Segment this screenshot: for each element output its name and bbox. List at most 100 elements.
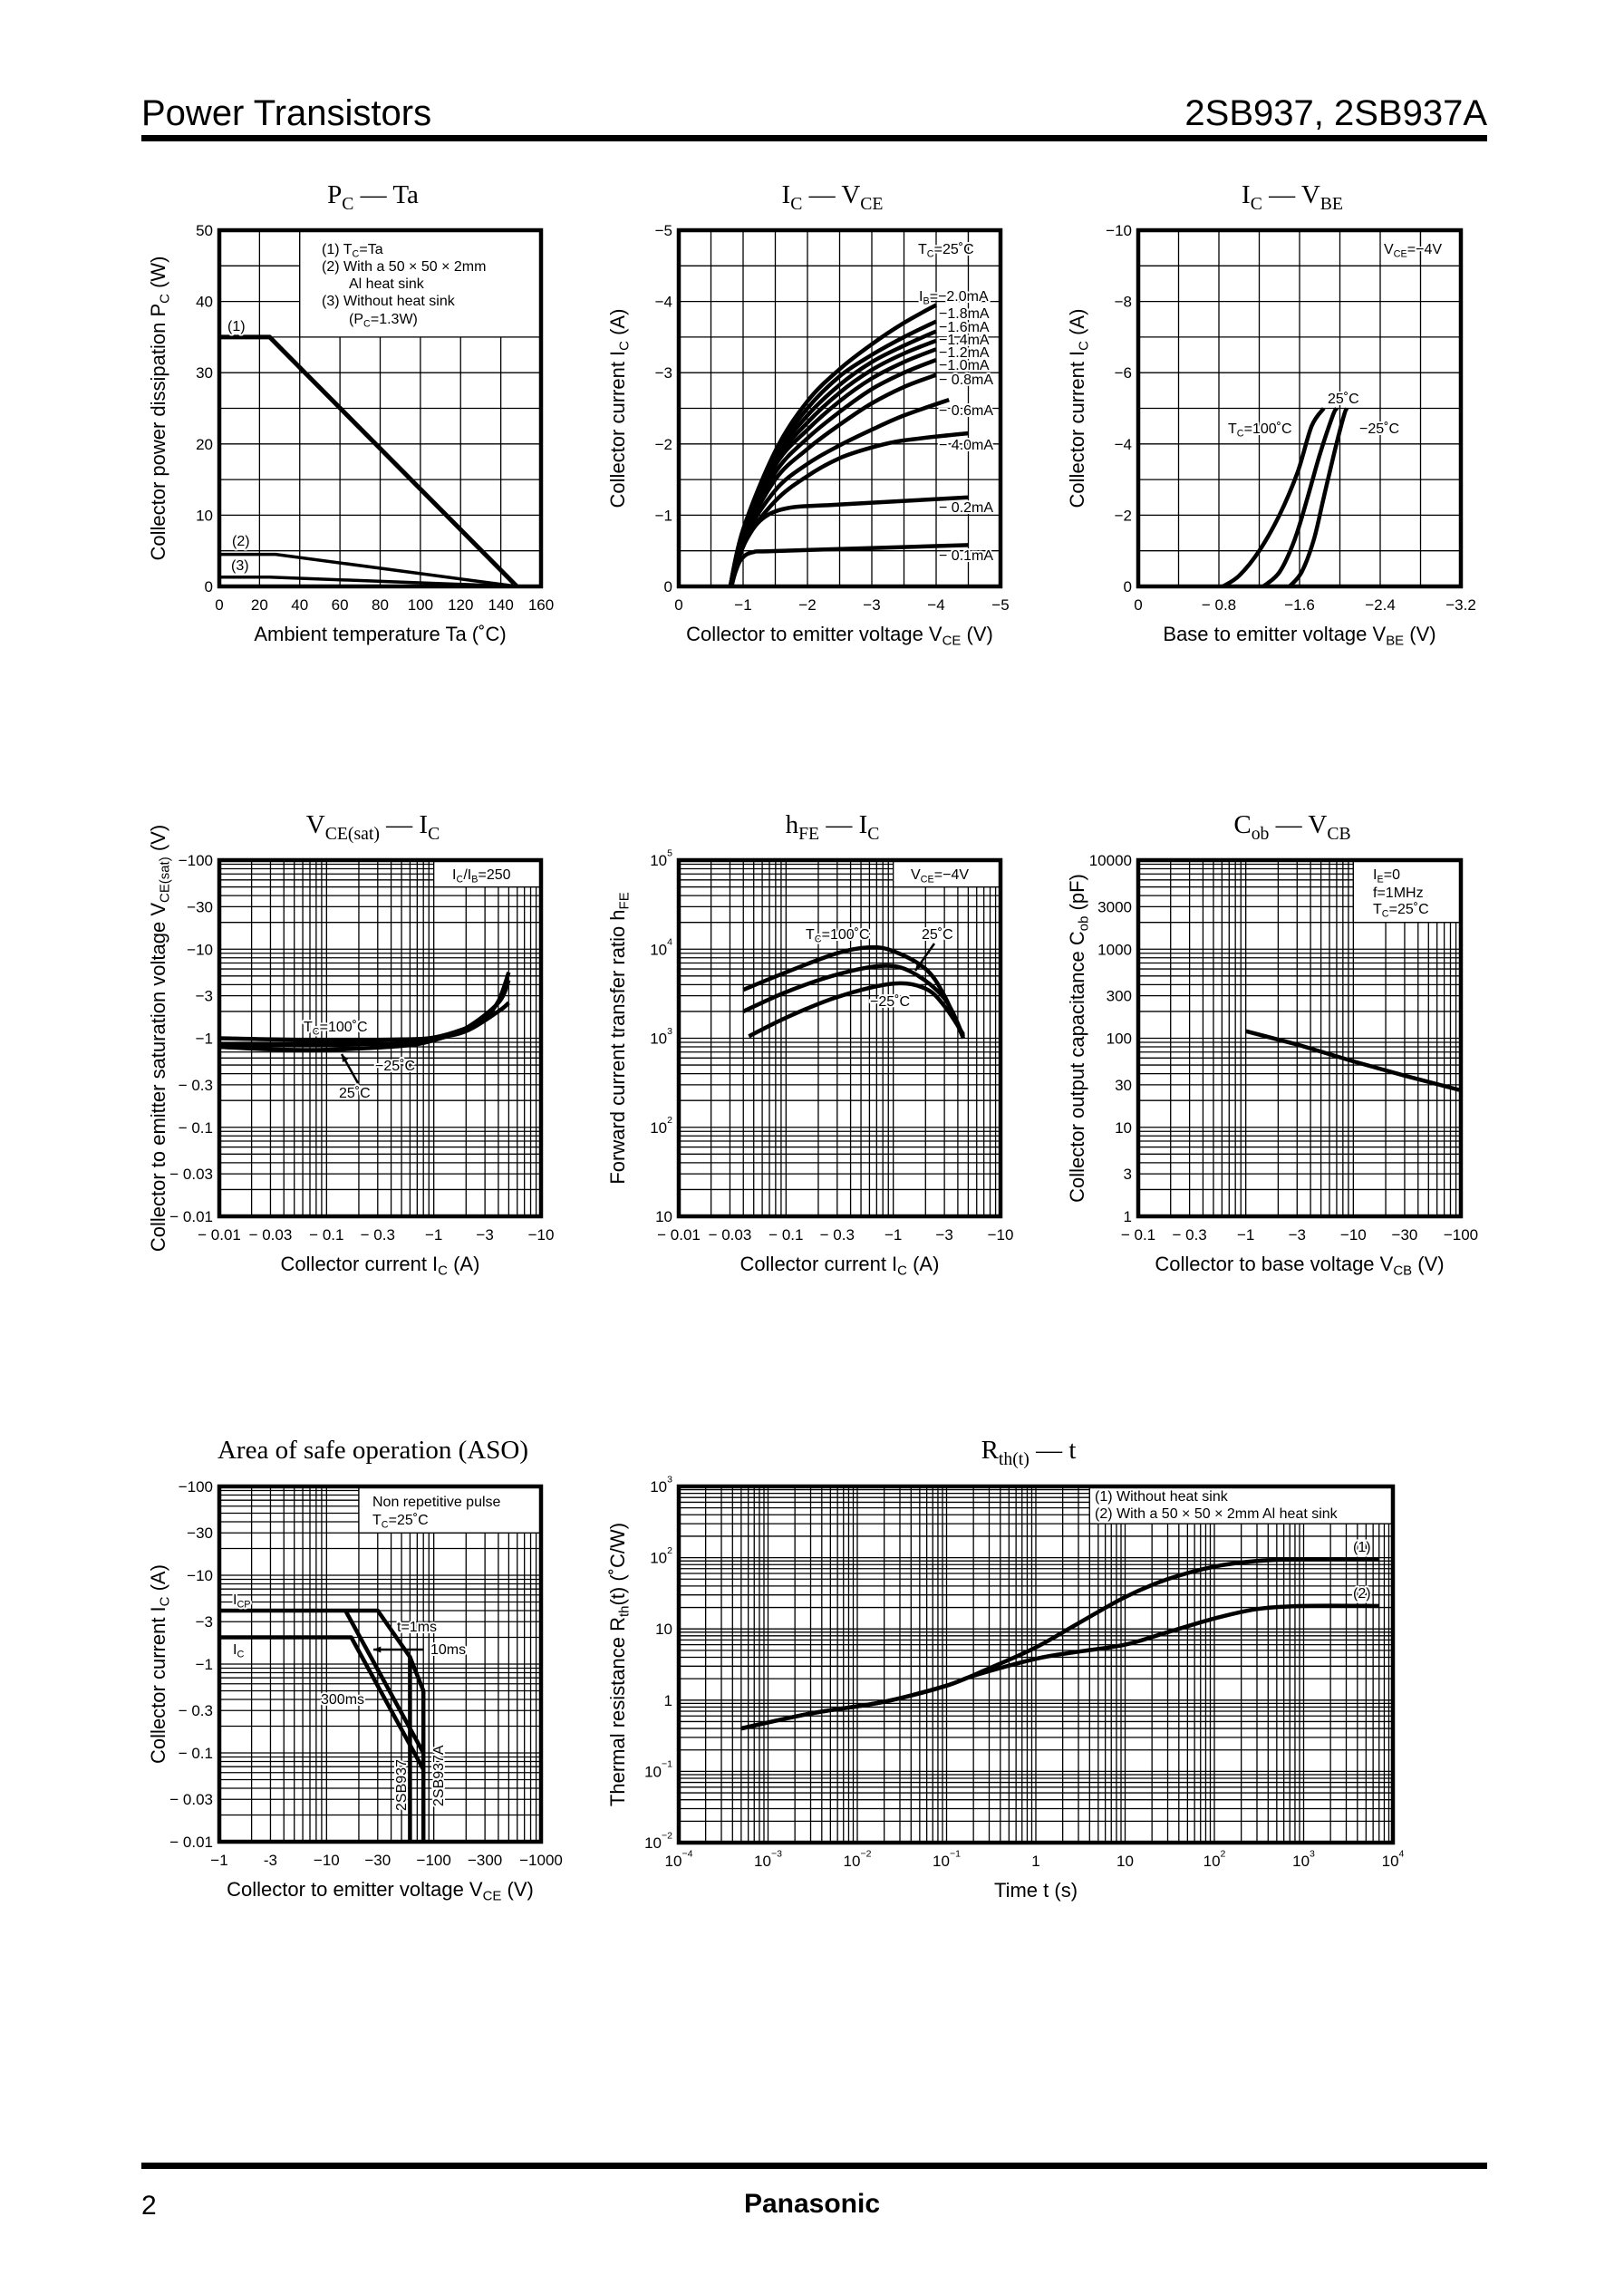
series-label: TC=100˚C bbox=[806, 927, 870, 945]
plot-frame bbox=[1136, 857, 1464, 1219]
chart-vcesat-ic: VCE(sat) — IC − 0.01 − 0.03 − 0.1 − 0.3 −1 −3 −… bbox=[147, 810, 555, 1278]
y-tick-label: 20 bbox=[196, 435, 213, 452]
chart-title: Rth(t) — t bbox=[981, 1436, 1077, 1469]
x-tick-label: −10 bbox=[314, 1852, 340, 1869]
y-tick-label: 30 bbox=[196, 364, 213, 382]
series-label: (1) bbox=[227, 319, 246, 334]
chart-pc-ta: PC — Ta 0 20 40 60 80 100 120 140 160 0 10 20 30 40 50 A… bbox=[147, 180, 555, 645]
y-tick-label: −10 bbox=[187, 941, 213, 958]
condition-note: (1) TC=Ta bbox=[322, 242, 383, 260]
x-tick-label: 20 bbox=[251, 596, 268, 614]
x-axis-label: Collector current IC (A) bbox=[740, 1253, 940, 1279]
series-line bbox=[730, 543, 969, 587]
y-tick-label: −100 bbox=[179, 1478, 213, 1495]
condition-note: IC bbox=[233, 1642, 244, 1660]
condition-note: (1) Without heat sink bbox=[1095, 1489, 1229, 1505]
x-tick-label: 102 bbox=[1204, 1848, 1226, 1869]
x-tick-label: −1 bbox=[210, 1852, 227, 1869]
x-tick-label: 120 bbox=[448, 596, 473, 614]
y-tick-label: −30 bbox=[187, 1524, 213, 1542]
y-tick-label: − 0.3 bbox=[179, 1702, 213, 1719]
x-tick-label: −4 bbox=[927, 596, 944, 614]
brand-logo: Panasonic bbox=[744, 2189, 880, 2219]
series-label: 25˚C bbox=[339, 1086, 371, 1101]
y-tick-label: 1 bbox=[1124, 1208, 1132, 1225]
header-category: Power Transistors bbox=[141, 93, 431, 133]
x-tick-label: −300 bbox=[468, 1852, 502, 1869]
x-tick-label: 160 bbox=[528, 596, 554, 614]
x-tick-label: 0 bbox=[674, 596, 682, 614]
series-label: TC=100˚C bbox=[304, 1020, 368, 1038]
series-label: TC=100˚C bbox=[1228, 421, 1292, 440]
y-axis-label: Forward current transfer ratio hFE bbox=[606, 892, 633, 1184]
y-tick-label: −1 bbox=[655, 507, 672, 524]
condition-note: TC=25˚C bbox=[1373, 902, 1429, 920]
y-tick-label: − 0.1 bbox=[179, 1118, 213, 1136]
y-tick-label: 40 bbox=[196, 293, 213, 310]
series-label: −1.0mA bbox=[939, 358, 990, 373]
y-tick-label: 3000 bbox=[1097, 898, 1132, 915]
y-tick-label: 1 bbox=[664, 1691, 672, 1708]
y-tick-label: − 0.01 bbox=[169, 1208, 213, 1225]
x-axis-label: Collector to emitter voltage VCE (V) bbox=[227, 1878, 534, 1904]
series-label: t=1ms bbox=[397, 1620, 437, 1635]
y-tick-label: 103 bbox=[650, 1026, 672, 1047]
x-tick-label: − 0.03 bbox=[709, 1226, 752, 1244]
series-line bbox=[742, 963, 966, 1038]
y-tick-label: −10 bbox=[187, 1567, 213, 1584]
y-tick-label: −5 bbox=[655, 222, 672, 239]
y-tick-label: −3 bbox=[196, 987, 213, 1004]
x-tick-label: − 0.3 bbox=[361, 1226, 395, 1244]
x-tick-label: − 0.8 bbox=[1202, 596, 1236, 614]
y-axis-label: Collector current IC (A) bbox=[606, 309, 633, 508]
series-label: −1.8mA bbox=[939, 306, 990, 322]
condition-note: IE=0 bbox=[1373, 867, 1400, 886]
series-line bbox=[218, 1001, 510, 1047]
chart-title: hFE — IC bbox=[786, 810, 880, 844]
x-tick-label: − 0.1 bbox=[309, 1226, 343, 1244]
chart-ic-vbe: IC — VBE 0 − 0.8 −1.6 −2.4 −3.2 0 −2 −4 −6 −8 −10 Ba… bbox=[1066, 180, 1476, 648]
series-label: 10ms bbox=[430, 1642, 466, 1658]
x-tick-label: −3 bbox=[935, 1226, 952, 1244]
legend-box bbox=[1352, 859, 1462, 924]
chart-aso: Area of safe operation (ASO) −1 -3 −10 −30 −1… bbox=[147, 1436, 563, 1903]
series-label: − 0.8mA bbox=[939, 373, 993, 388]
x-tick-label: 10 bbox=[1116, 1853, 1134, 1870]
chart-title: PC — Ta bbox=[327, 180, 419, 214]
x-tick-label: 10−1 bbox=[933, 1848, 961, 1869]
x-tick-label: 60 bbox=[332, 596, 349, 614]
plot-frame bbox=[676, 857, 1003, 1219]
charts-area: PC — Ta0 20 40 60 80 100 120 140 16001020304050A… bbox=[147, 180, 1479, 1903]
condition-note: VCE=−4V bbox=[1384, 242, 1442, 260]
x-tick-label: −100 bbox=[1444, 1226, 1478, 1244]
y-tick-label: −6 bbox=[1115, 364, 1132, 382]
y-axis-label: Collector current IC (A) bbox=[147, 1564, 173, 1764]
x-tick-label: −1 bbox=[734, 596, 751, 614]
y-tick-label: −3 bbox=[196, 1613, 213, 1631]
y-tick-label: −8 bbox=[1115, 293, 1132, 310]
condition-note: Non repetitive pulse bbox=[372, 1495, 501, 1510]
series-label: − 0.2mA bbox=[939, 500, 993, 516]
grid bbox=[1137, 860, 1461, 1217]
legend-box bbox=[433, 859, 542, 888]
y-tick-label: 102 bbox=[650, 1545, 672, 1566]
series-line bbox=[740, 1603, 1379, 1731]
plot-frame bbox=[217, 857, 544, 1219]
series-label: − 0.1mA bbox=[939, 548, 993, 564]
series-label: (2) bbox=[1353, 1586, 1371, 1602]
series-line bbox=[742, 944, 966, 1040]
y-axis-label: Collector output capacitance Cob (pF) bbox=[1066, 874, 1092, 1203]
condition-note: VCE=−4V bbox=[911, 867, 969, 886]
series-line bbox=[1245, 1029, 1462, 1093]
condition-note: TC=25˚C bbox=[918, 242, 974, 260]
y-tick-label: −1 bbox=[196, 1030, 213, 1047]
x-tick-label: −5 bbox=[991, 596, 1009, 614]
y-tick-label: 0 bbox=[1124, 578, 1132, 595]
y-axis-label: Thermal resistance Rth(t) (˚C/W) bbox=[606, 1523, 633, 1806]
x-tick-label: 0 bbox=[215, 596, 223, 614]
x-tick-label: -3 bbox=[264, 1852, 277, 1869]
x-tick-label: − 0.03 bbox=[249, 1226, 293, 1244]
y-tick-label: 104 bbox=[650, 937, 672, 958]
y-tick-label: −10 bbox=[1106, 222, 1132, 239]
series-label: 25˚C bbox=[1328, 392, 1359, 407]
